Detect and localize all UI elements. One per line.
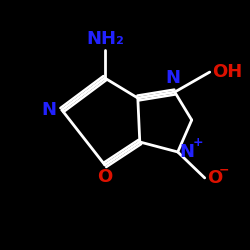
Text: O: O xyxy=(207,169,222,187)
Text: NH₂: NH₂ xyxy=(86,30,124,48)
Text: −: − xyxy=(219,164,229,176)
Text: +: + xyxy=(193,136,203,149)
Text: O: O xyxy=(97,168,112,186)
Text: N: N xyxy=(180,143,195,161)
Text: N: N xyxy=(165,69,180,87)
Text: N: N xyxy=(41,101,56,119)
Text: OH: OH xyxy=(212,63,242,81)
